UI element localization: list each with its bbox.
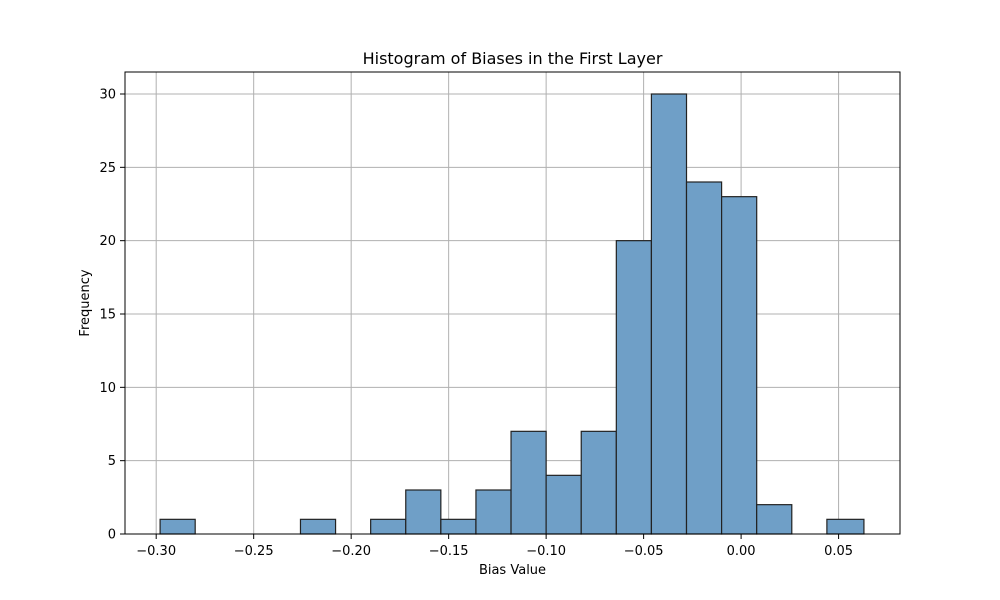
y-axis-label: Frequency <box>78 269 93 336</box>
histogram-bar <box>615 240 653 535</box>
chart-title: Histogram of Biases in the First Layer <box>363 49 663 68</box>
histogram-bar <box>685 181 723 535</box>
histogram-bar <box>756 504 793 535</box>
histogram-bar <box>370 518 407 535</box>
histogram-bar <box>475 489 512 535</box>
histogram-bar <box>405 489 442 535</box>
x-axis-label: Bias Value <box>479 563 546 578</box>
y-tick-label: 30 <box>99 88 116 103</box>
x-tick-label: −0.10 <box>526 544 566 559</box>
histogram-bar <box>545 474 582 535</box>
histogram-bar <box>650 93 688 535</box>
histogram-bar <box>440 518 477 535</box>
x-tick-label: 0.05 <box>824 544 853 559</box>
histogram-bar <box>826 518 865 535</box>
x-tick-label: −0.05 <box>624 544 664 559</box>
y-tick-label: 15 <box>99 308 116 323</box>
histogram-bar <box>510 430 547 535</box>
x-tick-label: −0.25 <box>234 544 274 559</box>
y-tick-label: 0 <box>108 528 116 543</box>
x-tick-label: 0.00 <box>727 544 756 559</box>
plot-frame <box>124 71 901 535</box>
histogram-bar <box>299 518 337 535</box>
x-tick-label: −0.20 <box>331 544 371 559</box>
x-tick-label: −0.30 <box>136 544 176 559</box>
y-tick-label: 20 <box>99 234 116 249</box>
y-tick-label: 5 <box>108 454 116 469</box>
y-axis: 0 5 10 15 20 25 30 <box>99 88 125 543</box>
y-tick-label: 10 <box>99 381 116 396</box>
histogram-bar <box>580 430 617 535</box>
bars <box>159 93 865 535</box>
x-tick-label: −0.15 <box>429 544 469 559</box>
y-tick-label: 25 <box>99 161 116 176</box>
histogram-bar <box>159 518 196 535</box>
x-axis: −0.30 −0.25 −0.20 −0.15 −0.10 −0.05 0.00 0.05 <box>136 534 853 559</box>
histogram-bar <box>721 196 758 535</box>
